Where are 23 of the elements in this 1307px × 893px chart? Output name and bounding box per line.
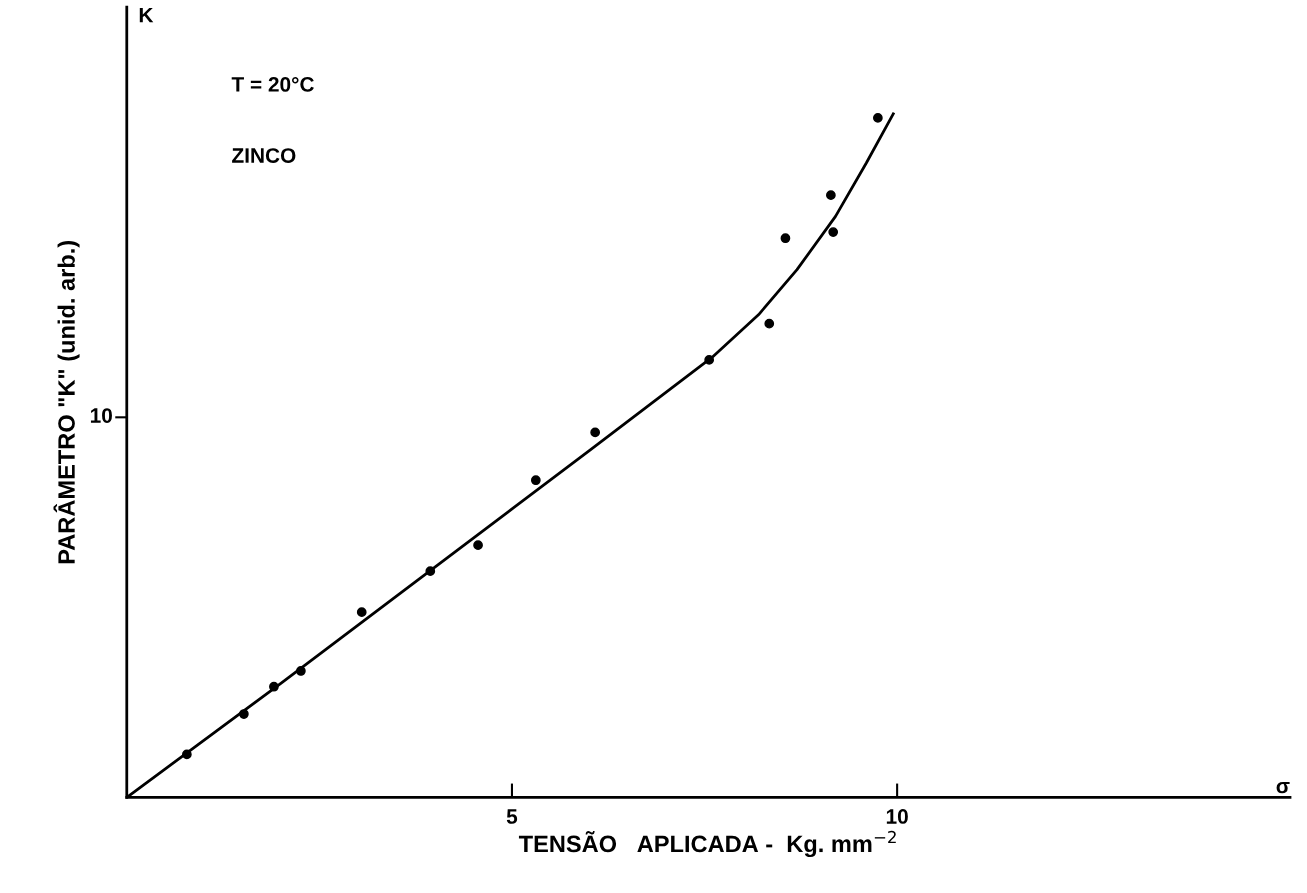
point bbox=[356, 607, 367, 618]
point bbox=[425, 566, 436, 577]
point bbox=[296, 666, 306, 676]
point bbox=[473, 540, 483, 551]
annotation: ZINCO bbox=[232, 148, 296, 163]
point bbox=[239, 709, 249, 719]
text: 10 bbox=[90, 408, 112, 423]
point bbox=[826, 190, 836, 201]
point bbox=[530, 475, 541, 486]
y-axis-title: PARÂMETRO "K" (unid. arb.) bbox=[53, 240, 80, 564]
annotation: σ bbox=[1276, 782, 1290, 794]
text: K bbox=[139, 7, 154, 23]
point bbox=[828, 227, 839, 237]
point bbox=[269, 681, 279, 692]
point bbox=[873, 113, 883, 123]
point bbox=[704, 355, 715, 365]
x-axis-title: TENSÃO APLICADA - Kg. mm$^{−2}$ bbox=[518, 830, 896, 858]
point bbox=[764, 318, 775, 329]
x-tick-label: 5 bbox=[506, 809, 518, 824]
point bbox=[590, 427, 601, 438]
point bbox=[182, 749, 192, 760]
point bbox=[780, 233, 791, 244]
text: T = 20°C bbox=[231, 77, 314, 92]
